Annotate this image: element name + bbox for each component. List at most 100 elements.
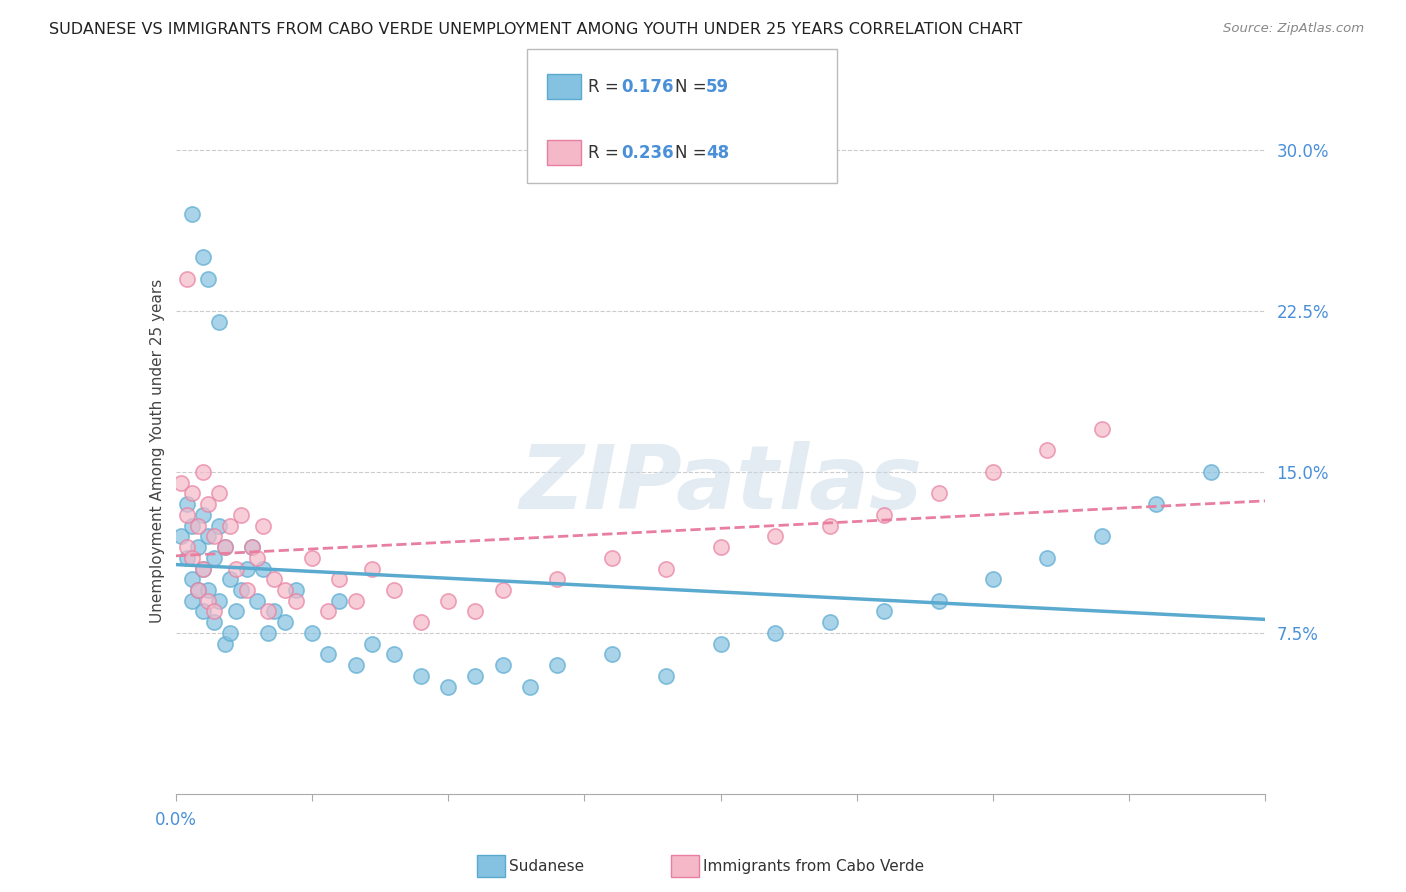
Point	[246, 593, 269, 607]
Point	[763, 626, 786, 640]
Point	[181, 207, 204, 221]
Point	[176, 497, 198, 511]
Point	[818, 518, 841, 533]
Point	[197, 582, 219, 597]
Point	[600, 648, 623, 662]
Point	[219, 572, 242, 586]
Point	[191, 465, 214, 479]
Point	[225, 561, 247, 575]
Point	[546, 572, 568, 586]
Point	[1199, 465, 1222, 479]
Point	[197, 529, 219, 543]
Point	[1036, 443, 1059, 458]
Point	[176, 271, 198, 285]
Point	[257, 604, 280, 618]
Point	[710, 637, 733, 651]
Point	[344, 593, 367, 607]
Point	[214, 540, 236, 554]
Text: Sudanese: Sudanese	[509, 859, 583, 873]
Point	[240, 540, 263, 554]
Point	[318, 604, 340, 618]
Point	[284, 593, 307, 607]
Point	[763, 529, 786, 543]
Point	[202, 615, 225, 630]
Point	[928, 486, 950, 500]
Point	[873, 508, 896, 522]
Point	[492, 658, 515, 673]
Point	[360, 561, 382, 575]
Point	[176, 508, 198, 522]
Point	[437, 680, 460, 694]
Point	[981, 465, 1004, 479]
Point	[360, 637, 382, 651]
Point	[600, 550, 623, 565]
Point	[208, 486, 231, 500]
Point	[546, 658, 568, 673]
Point	[382, 648, 405, 662]
Point	[328, 593, 350, 607]
Point	[301, 626, 323, 640]
Point	[240, 540, 263, 554]
Point	[252, 561, 274, 575]
Point	[257, 626, 280, 640]
Text: Immigrants from Cabo Verde: Immigrants from Cabo Verde	[703, 859, 924, 873]
Point	[170, 529, 193, 543]
Point	[873, 604, 896, 618]
Point	[344, 658, 367, 673]
Point	[197, 271, 219, 285]
Point	[181, 486, 204, 500]
Y-axis label: Unemployment Among Youth under 25 years: Unemployment Among Youth under 25 years	[149, 278, 165, 623]
Point	[301, 550, 323, 565]
Point	[219, 518, 242, 533]
Point	[191, 604, 214, 618]
Point	[219, 626, 242, 640]
Point	[928, 593, 950, 607]
Point	[464, 669, 486, 683]
Point	[214, 540, 236, 554]
Text: R =: R =	[588, 78, 624, 95]
Point	[519, 680, 541, 694]
Point	[655, 561, 678, 575]
Point	[191, 508, 214, 522]
Point	[981, 572, 1004, 586]
Point	[176, 550, 198, 565]
Point	[818, 615, 841, 630]
Point	[197, 593, 219, 607]
Point	[1091, 529, 1114, 543]
Point	[328, 572, 350, 586]
Text: ZIPatlas: ZIPatlas	[519, 442, 922, 528]
Point	[191, 561, 214, 575]
Text: 0.0%: 0.0%	[155, 811, 197, 829]
Point	[235, 582, 257, 597]
Point	[186, 582, 209, 597]
Text: 48: 48	[706, 144, 728, 161]
Point	[274, 615, 297, 630]
Point	[225, 604, 247, 618]
Point	[284, 582, 307, 597]
Point	[252, 518, 274, 533]
Point	[208, 315, 231, 329]
Text: 0.236: 0.236	[621, 144, 673, 161]
Text: SUDANESE VS IMMIGRANTS FROM CABO VERDE UNEMPLOYMENT AMONG YOUTH UNDER 25 YEARS C: SUDANESE VS IMMIGRANTS FROM CABO VERDE U…	[49, 22, 1022, 37]
Point	[191, 561, 214, 575]
Point	[382, 582, 405, 597]
Point	[235, 561, 257, 575]
Point	[208, 518, 231, 533]
Point	[208, 593, 231, 607]
Point	[181, 518, 204, 533]
Point	[710, 540, 733, 554]
Point	[186, 540, 209, 554]
Point	[1091, 422, 1114, 436]
Point	[318, 648, 340, 662]
Text: 0.176: 0.176	[621, 78, 673, 95]
Text: 59: 59	[706, 78, 728, 95]
Point	[655, 669, 678, 683]
Point	[197, 497, 219, 511]
Point	[202, 550, 225, 565]
Point	[186, 582, 209, 597]
Point	[181, 593, 204, 607]
Point	[409, 615, 432, 630]
Point	[263, 572, 285, 586]
Point	[170, 475, 193, 490]
Text: R =: R =	[588, 144, 624, 161]
